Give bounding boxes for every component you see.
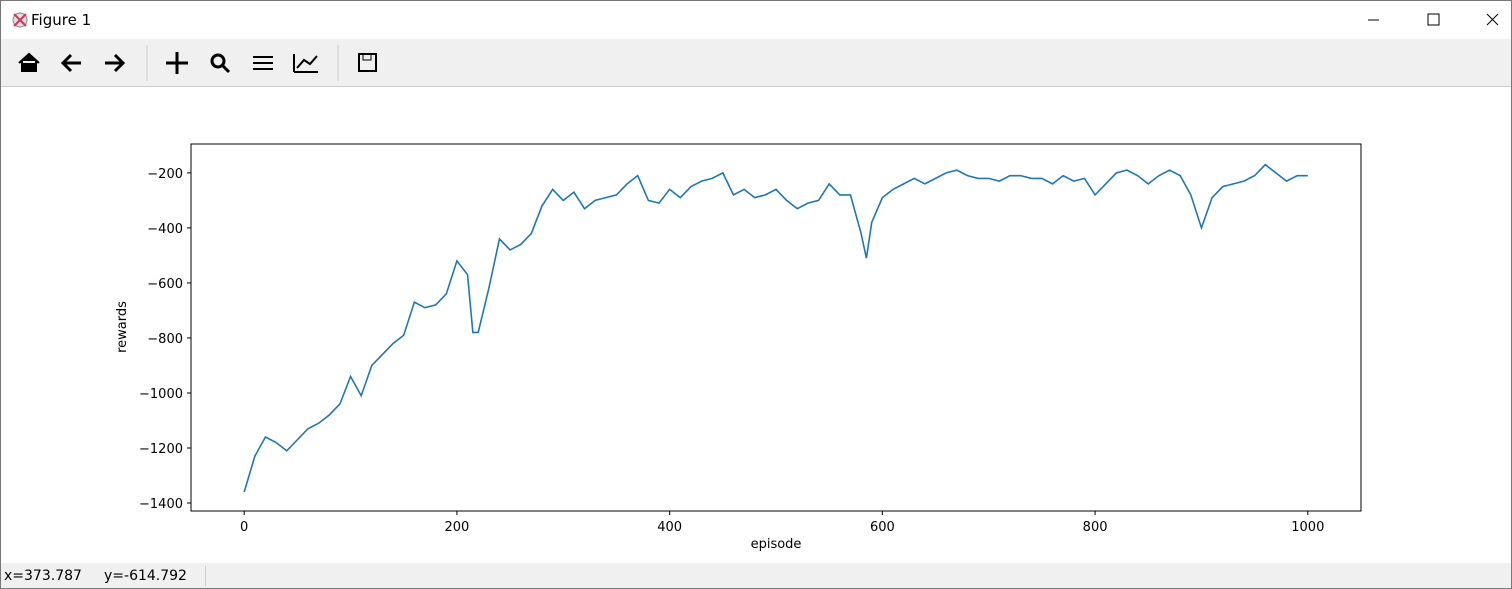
x-tick-label: 600 xyxy=(870,520,895,535)
y-tick-label: −1400 xyxy=(139,497,183,512)
y-tick-label: −400 xyxy=(147,222,183,237)
app-icon xyxy=(12,12,28,28)
status-bar: x=373.787 y=-614.792 xyxy=(1,563,1511,588)
figure: episode rewards 0 200 400 600 800 1000 −1400 −1… xyxy=(115,143,1362,552)
toolbar xyxy=(1,39,1511,87)
y-axis-label: rewards xyxy=(115,301,130,353)
x-tick-label: 800 xyxy=(1083,520,1108,535)
title-bar: Figure 1 xyxy=(1,1,1511,39)
y-tick-label: −1200 xyxy=(139,442,183,457)
x-tick-label: 0 xyxy=(240,520,248,535)
x-tick-label: 1000 xyxy=(1291,520,1324,535)
x-tick-label: 400 xyxy=(657,520,682,535)
status-y: y=-614.792 xyxy=(104,568,187,584)
toolbar-icons[interactable] xyxy=(1,39,401,86)
window-controls[interactable] xyxy=(1341,1,1511,39)
x-tick-label: 200 xyxy=(444,520,469,535)
y-tick-label: −600 xyxy=(147,277,183,292)
y-tick-label: −200 xyxy=(147,167,183,182)
window-title: Figure 1 xyxy=(31,11,92,29)
x-axis-label: episode xyxy=(751,537,802,552)
plot-frame xyxy=(190,143,1362,512)
status-divider xyxy=(205,566,206,586)
y-tick-label: −1000 xyxy=(139,387,183,402)
line xyxy=(243,163,1308,493)
y-tick-label: −800 xyxy=(147,332,183,347)
status-x: x=373.787 xyxy=(4,568,82,584)
